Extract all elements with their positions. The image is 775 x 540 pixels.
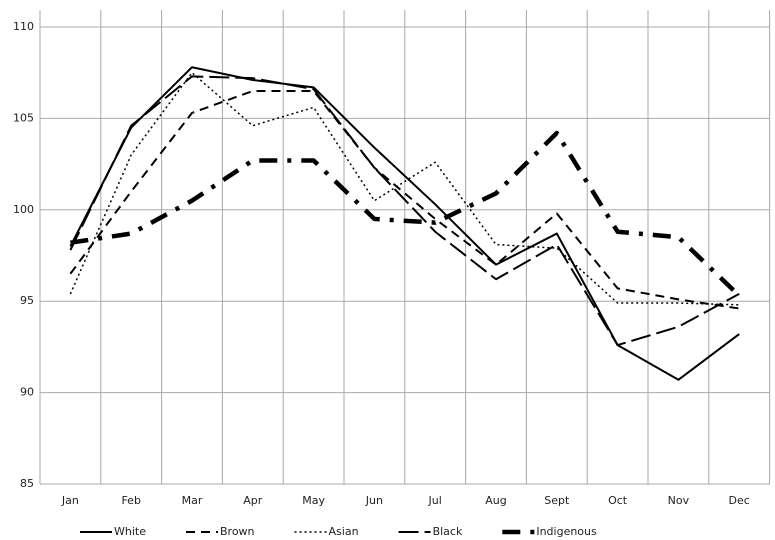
x-tick-label: Jul <box>428 494 442 507</box>
legend-label: Black <box>433 525 463 538</box>
x-tick-label: Aug <box>485 494 506 507</box>
series-line <box>69 66 740 381</box>
y-tick-label: 100 <box>13 203 34 216</box>
x-tick-label: Oct <box>608 494 628 507</box>
x-tick-label: May <box>302 494 325 507</box>
x-tick-label: Dec <box>729 494 750 507</box>
legend-label: Brown <box>220 525 255 538</box>
y-tick-label: 95 <box>20 294 34 307</box>
series-line <box>69 71 740 306</box>
x-tick-label: Jan <box>61 494 79 507</box>
x-tick-label: Apr <box>243 494 263 507</box>
y-tick-label: 110 <box>13 20 34 33</box>
legend-label: Indigenous <box>536 525 597 538</box>
series-line <box>69 75 740 347</box>
y-tick-label: 85 <box>20 477 34 490</box>
x-tick-label: Sept <box>544 494 570 507</box>
x-tick-label: Nov <box>668 494 690 507</box>
legend-label: White <box>114 525 146 538</box>
y-tick-label: 90 <box>20 386 34 399</box>
y-tick-label: 105 <box>13 111 34 124</box>
x-tick-label: Mar <box>182 494 203 507</box>
x-tick-label: Jun <box>365 494 383 507</box>
series-line <box>69 89 740 310</box>
x-tick-label: Feb <box>121 494 140 507</box>
series-line <box>70 130 741 298</box>
legend-label: Asian <box>329 525 359 538</box>
